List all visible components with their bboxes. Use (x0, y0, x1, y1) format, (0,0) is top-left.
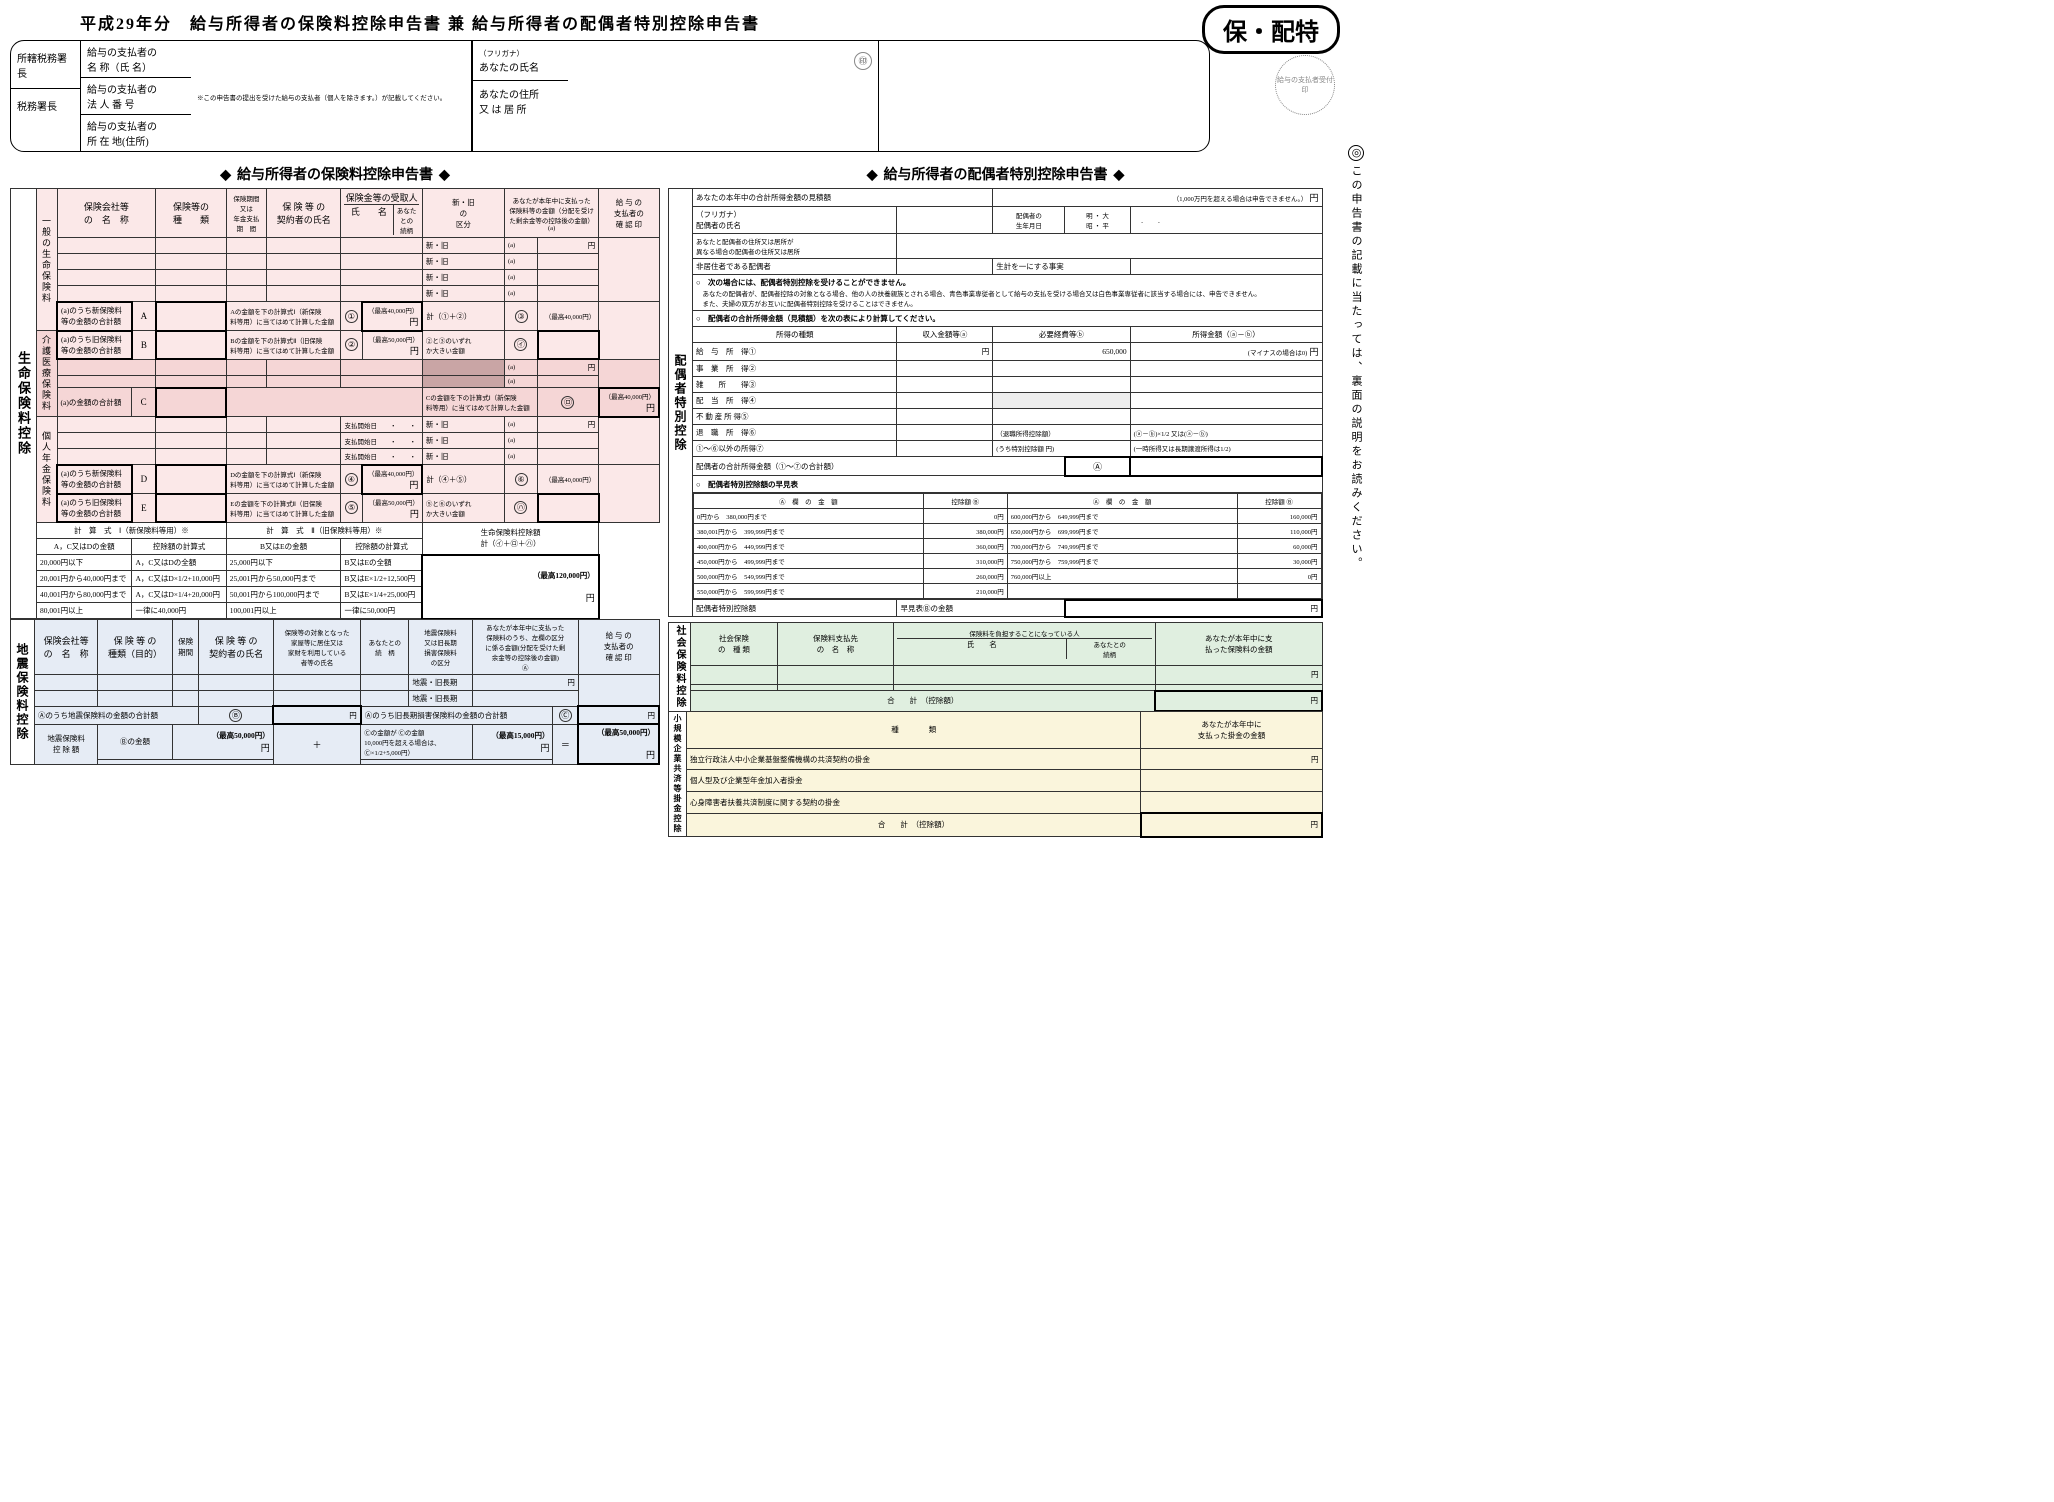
right-section-title: 給与所得者の配偶者特別控除申告書 (668, 164, 1323, 184)
payer-number-note: ※この申告書の提出を受けた給与の支払者（個人を除きます。）が記載してください。 (191, 78, 471, 115)
payer-addr-label: 給与の支払者の所 在 地(住所) (81, 115, 191, 151)
header-block: 所轄税務署長 税務署長 給与の支払者の名 称（氏 名） 給与の支払者の法 人 番… (10, 40, 1210, 152)
seal-icon: ㊞ (854, 52, 872, 70)
main-title: 平成29年分 給与所得者の保険料控除申告書 兼 給与所得者の配偶者特別控除申告書 (80, 10, 760, 34)
payer-addr-value[interactable] (191, 115, 471, 151)
your-addr-label: あなたの住所又 は 居 所 (473, 81, 568, 121)
life-side-label: 生命保険料控除 (11, 189, 37, 619)
your-addr-value[interactable] (568, 81, 878, 121)
life-insurance-table: 生命保険料控除 一般の生命保険料 保険会社等の 名 称 保険等の種 類 保険期間… (10, 188, 660, 620)
payer-name-value[interactable] (191, 41, 471, 78)
payer-number-label: 給与の支払者の法 人 番 号 (81, 78, 191, 115)
tax-office-head: 所轄税務署長 (11, 41, 80, 89)
spouse-table: 配偶者特別控除 あなたの本年中の合計所得金額の見積額 （1,000万円を超える場… (668, 188, 1323, 618)
form-code-stamp: 保・配特 (1202, 5, 1340, 54)
your-name-value[interactable]: ㊞ (568, 41, 878, 81)
social-table: 社会保険料控除 社会保険の 種 類 保険料支払先の 名 称 保険料を負担すること… (668, 622, 1323, 713)
your-name-label: （フリガナ）あなたの氏名 (473, 41, 568, 81)
left-section-title: 給与所得者の保険料控除申告書 (10, 164, 660, 184)
quake-table: 地震保険料控除 保険会社等の 名 称 保 険 等 の種類（目的） 保険期間 保 … (10, 619, 660, 766)
receipt-seal: 給与の支払者受付印 (1275, 55, 1335, 115)
tax-office: 税務署長 (11, 89, 80, 121)
general-label: 一般の生命保険料 (37, 189, 58, 331)
payer-name-label: 給与の支払者の名 称（氏 名） (81, 41, 191, 78)
side-note: ◎この申告書の記載に当たっては、裏面の説明をお読みください。 (1348, 145, 1364, 695)
smallbiz-table: 小規模企業共済等掛金控除 種 類 あなたが本年中に支払った掛金の金額 独立行政法… (668, 711, 1323, 838)
